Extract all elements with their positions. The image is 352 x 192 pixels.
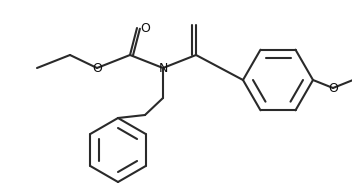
Text: O: O bbox=[328, 81, 338, 94]
Text: O: O bbox=[140, 22, 150, 35]
Text: N: N bbox=[158, 61, 168, 74]
Text: O: O bbox=[92, 61, 102, 74]
